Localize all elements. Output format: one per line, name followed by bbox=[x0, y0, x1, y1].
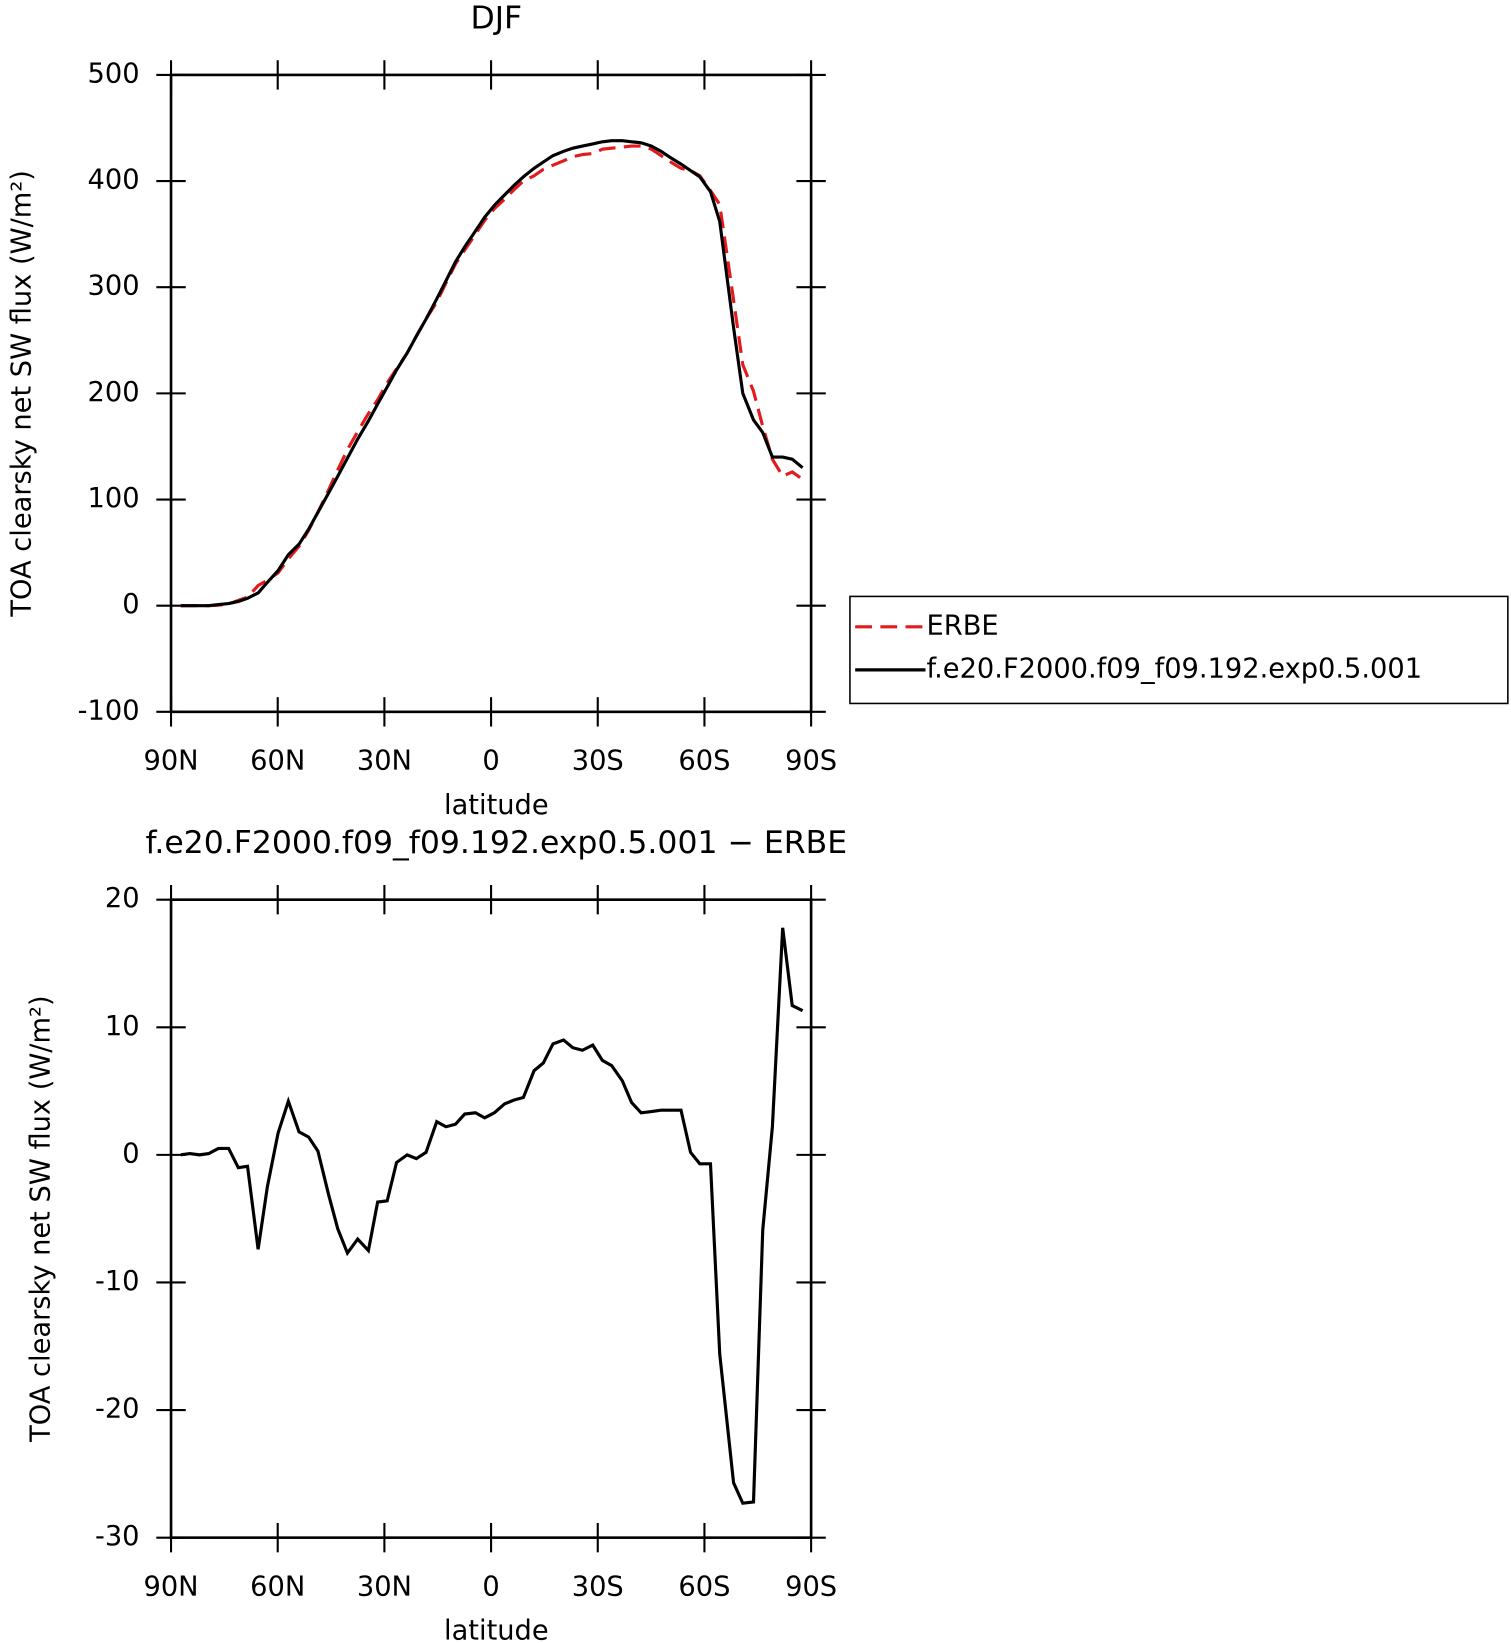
y-tick-label: 20 bbox=[105, 883, 140, 914]
legend-box bbox=[849, 595, 1509, 705]
x-tick-label: 60N bbox=[250, 746, 305, 777]
x-tick-label: 60N bbox=[250, 1572, 305, 1603]
x-tick-label: 30S bbox=[572, 1572, 624, 1603]
y-tick-label: 500 bbox=[88, 58, 140, 89]
x-tick-label: 90N bbox=[143, 746, 198, 777]
x-tick-label: 30S bbox=[572, 746, 624, 777]
chart-title: DJF bbox=[471, 0, 523, 36]
y-tick-label: 200 bbox=[88, 377, 140, 408]
legend-label: f.e20.F2000.f09_f09.192.exp0.5.001 bbox=[927, 653, 1423, 684]
y-tick-label: -10 bbox=[95, 1266, 140, 1297]
x-tick-label: 90N bbox=[143, 1572, 198, 1603]
y-tick-label: 100 bbox=[88, 483, 140, 514]
y-tick-label: -20 bbox=[95, 1394, 140, 1425]
x-tick-label: 0 bbox=[482, 1572, 499, 1603]
y-tick-label: -30 bbox=[95, 1521, 140, 1552]
x-tick-label: 30N bbox=[357, 1572, 412, 1603]
data-line bbox=[180, 144, 804, 608]
x-axis-label: latitude bbox=[444, 790, 549, 821]
plot-frame bbox=[169, 898, 813, 1539]
y-tick-label: -100 bbox=[78, 695, 140, 726]
y-tick-label: 0 bbox=[122, 589, 139, 620]
y-axis-label: TOA clearsky net SW flux (W/m²) bbox=[7, 170, 38, 618]
x-axis-label: latitude bbox=[444, 1616, 549, 1643]
y-tick-label: 300 bbox=[88, 271, 140, 302]
y-tick-label: 0 bbox=[122, 1138, 139, 1169]
chart-title: f.e20.F2000.f09_f09.192.exp0.5.001 − ERB… bbox=[146, 825, 848, 861]
data-line bbox=[180, 139, 804, 608]
y-tick-label: 10 bbox=[105, 1011, 140, 1042]
y-axis-label: TOA clearsky net SW flux (W/m²) bbox=[25, 995, 56, 1443]
x-tick-label: 30N bbox=[357, 746, 412, 777]
x-tick-label: 0 bbox=[482, 746, 499, 777]
data-line bbox=[180, 927, 804, 1505]
y-tick-label: 400 bbox=[88, 165, 140, 196]
x-tick-label: 60S bbox=[678, 1572, 730, 1603]
legend-label: ERBE bbox=[927, 610, 999, 641]
x-tick-label: 90S bbox=[785, 746, 837, 777]
x-tick-label: 60S bbox=[678, 746, 730, 777]
x-tick-label: 90S bbox=[785, 1572, 837, 1603]
plot-frame bbox=[169, 73, 813, 714]
